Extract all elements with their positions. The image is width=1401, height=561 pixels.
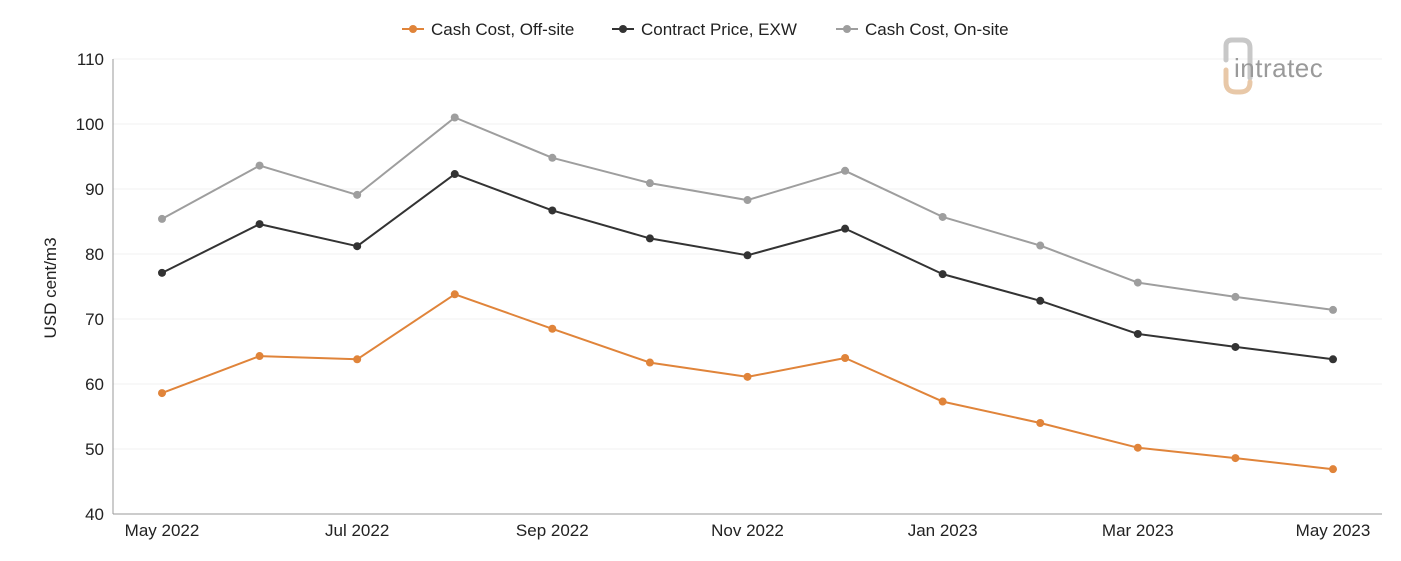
y-tick-label: 50 xyxy=(85,440,104,459)
x-tick-label: Nov 2022 xyxy=(711,521,784,540)
x-tick-label: Jul 2022 xyxy=(325,521,389,540)
data-point xyxy=(645,234,654,243)
data-point xyxy=(1133,329,1142,338)
data-point xyxy=(450,170,459,179)
data-point xyxy=(548,324,557,333)
data-point xyxy=(255,161,264,170)
data-point xyxy=(1329,465,1337,474)
data-point xyxy=(645,179,654,188)
intratec-logo: intratec xyxy=(1223,37,1323,95)
x-tick-label: May 2022 xyxy=(125,521,200,540)
data-point xyxy=(1133,278,1142,287)
data-point xyxy=(158,214,166,223)
data-point xyxy=(353,355,362,364)
data-point xyxy=(743,196,752,205)
legend-swatch-marker xyxy=(843,25,851,33)
x-tick-label: Mar 2023 xyxy=(1102,521,1174,540)
data-point xyxy=(938,397,947,406)
series-lines xyxy=(158,113,1337,474)
y-tick-label: 70 xyxy=(85,310,104,329)
data-point xyxy=(1231,454,1240,463)
y-tick-label: 60 xyxy=(85,375,104,394)
legend-item: Cash Cost, Off-site xyxy=(402,20,574,39)
logo-mark-icon xyxy=(1223,37,1253,95)
data-point xyxy=(158,389,166,398)
x-tick-label: May 2023 xyxy=(1296,521,1371,540)
x-tick-label: Sep 2022 xyxy=(516,521,589,540)
legend-label: Cash Cost, Off-site xyxy=(431,20,574,39)
data-point xyxy=(743,251,752,260)
data-point xyxy=(938,270,947,279)
data-point xyxy=(645,358,654,367)
series-line xyxy=(161,293,1334,471)
grid-lines xyxy=(113,58,1382,450)
y-tick-label: 80 xyxy=(85,245,104,264)
legend-label: Contract Price, EXW xyxy=(641,20,797,39)
legend-swatch-marker xyxy=(619,25,627,33)
data-point xyxy=(841,354,850,362)
data-point xyxy=(353,190,362,199)
data-point xyxy=(255,220,264,229)
series-line xyxy=(161,116,1334,311)
data-point xyxy=(1036,296,1045,305)
data-point xyxy=(548,153,557,162)
data-point xyxy=(1231,342,1240,351)
data-point xyxy=(938,212,947,221)
data-point xyxy=(353,242,362,251)
data-point xyxy=(450,113,459,122)
data-point xyxy=(1231,292,1240,301)
legend-swatch-marker xyxy=(409,25,417,33)
data-point xyxy=(1036,419,1045,427)
legend-item: Cash Cost, On-site xyxy=(836,20,1009,39)
legend-item: Contract Price, EXW xyxy=(612,20,797,39)
data-point xyxy=(255,352,264,361)
y-tick-label: 90 xyxy=(85,180,104,199)
data-point xyxy=(1329,355,1337,364)
data-point xyxy=(158,268,166,277)
legend-label: Cash Cost, On-site xyxy=(865,20,1009,39)
axes: 40 50 60 70 80 90 100 110 May 2022 Jul 2022 Sep 20… xyxy=(76,50,1382,540)
legend: Cash Cost, Off-site Contract Price, EXW Ca… xyxy=(402,20,1009,39)
x-tick-label: Jan 2023 xyxy=(908,521,978,540)
data-point xyxy=(743,372,752,381)
data-point xyxy=(1133,443,1142,452)
data-point xyxy=(841,166,850,175)
y-tick-label: 40 xyxy=(85,505,104,524)
data-point xyxy=(548,206,557,215)
y-axis-label: USD cent/m3 xyxy=(41,237,60,338)
y-tick-label: 100 xyxy=(76,115,104,134)
y-tick-label: 110 xyxy=(77,50,104,69)
data-point xyxy=(841,224,850,233)
logo-wordmark: intratec xyxy=(1234,53,1323,83)
data-point xyxy=(1036,241,1045,250)
data-point xyxy=(1329,305,1337,314)
data-point xyxy=(450,290,459,299)
